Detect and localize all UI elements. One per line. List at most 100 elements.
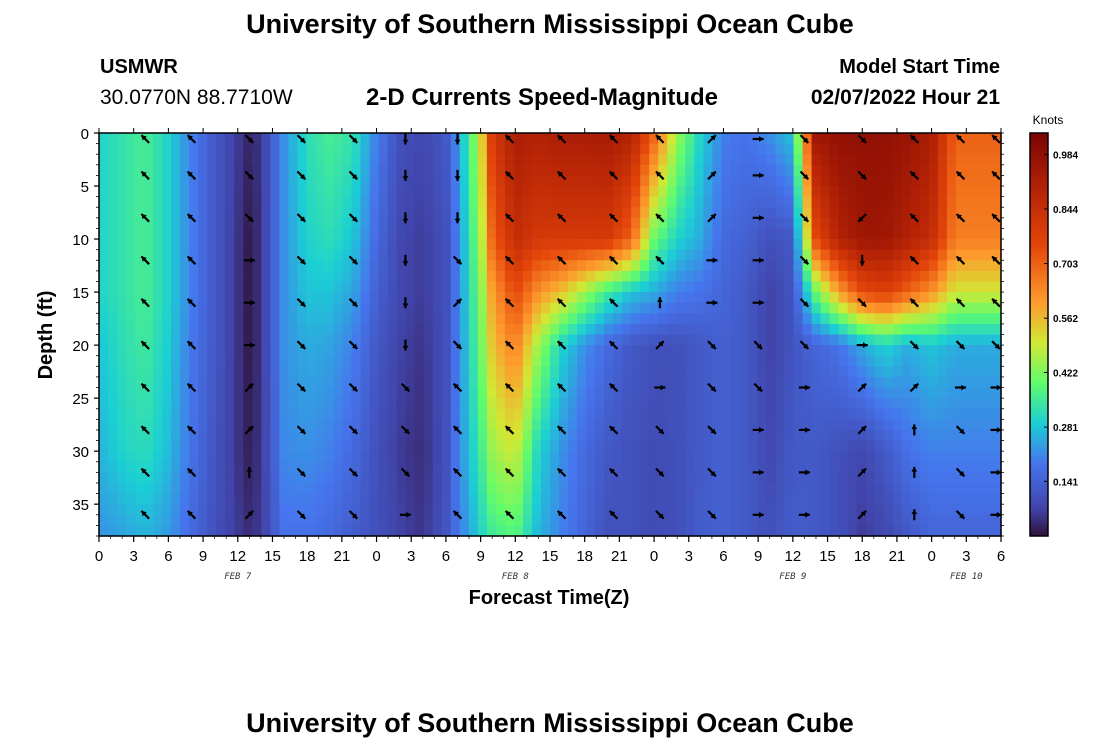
heatmap-cell — [604, 493, 614, 505]
heatmap-cell — [577, 514, 587, 526]
heatmap-cell — [144, 387, 154, 399]
heatmap-cell — [703, 472, 713, 484]
heatmap-cell — [568, 302, 578, 314]
heatmap-cell — [712, 504, 722, 516]
colorbar-tick-label: 0.562 — [1053, 314, 1078, 325]
heatmap-cell — [712, 249, 722, 261]
heatmap-cell — [658, 143, 668, 155]
heatmap-cell — [685, 472, 695, 484]
heatmap-cell — [640, 482, 650, 495]
heatmap-cell — [694, 186, 704, 198]
heatmap-cell — [973, 313, 984, 325]
heatmap-cell — [495, 461, 506, 473]
current-arrow — [556, 382, 567, 393]
heatmap-cell — [595, 154, 605, 166]
heatmap-cell — [297, 451, 308, 463]
heatmap-cell — [811, 493, 822, 505]
heatmap-cell — [99, 292, 109, 304]
heatmap-cell — [468, 461, 479, 473]
heatmap-cell — [964, 398, 975, 410]
heatmap-cell — [910, 186, 921, 198]
current-arrow — [608, 255, 619, 265]
heatmap-cell — [730, 196, 741, 208]
heatmap-cell — [306, 313, 317, 325]
heatmap-cell — [162, 207, 172, 219]
heatmap-cell — [324, 228, 335, 240]
heatmap-cell — [595, 186, 605, 198]
heatmap-cell — [676, 482, 686, 495]
heatmap-cell — [414, 451, 425, 463]
heatmap-cell — [613, 493, 623, 505]
heatmap-cell — [721, 451, 731, 463]
heatmap-cell — [423, 355, 434, 367]
heatmap-cell — [595, 143, 605, 155]
heatmap-cell — [694, 239, 704, 251]
heatmap-cell — [901, 451, 912, 463]
current-arrow — [452, 340, 463, 350]
current-arrow — [955, 170, 966, 181]
heatmap-cell — [153, 376, 163, 389]
heatmap-cell — [568, 217, 578, 230]
heatmap-cell — [126, 281, 136, 293]
heatmap-cell — [144, 133, 154, 145]
heatmap-cell — [955, 143, 966, 155]
heatmap-cell — [432, 260, 443, 272]
heatmap-cell — [441, 376, 452, 389]
current-arrow — [402, 254, 409, 266]
heatmap-cell — [459, 525, 470, 537]
heatmap-cell — [703, 249, 713, 261]
heatmap-cell — [414, 355, 425, 367]
heatmap-cell — [739, 270, 750, 283]
heatmap-cell — [982, 429, 993, 442]
heatmap-cell — [99, 440, 109, 452]
heatmap-cell — [513, 334, 524, 346]
heatmap-cell — [784, 514, 795, 526]
heatmap-cell — [775, 429, 786, 442]
heatmap-cell — [928, 429, 939, 442]
heatmap-cell — [739, 207, 750, 219]
heatmap-cell — [739, 408, 750, 420]
heatmap-cell — [982, 419, 993, 431]
heatmap-cell — [883, 408, 894, 420]
heatmap-cell — [874, 429, 885, 442]
heatmap-cell — [946, 472, 957, 484]
heatmap-cell — [189, 504, 199, 516]
heatmap-cell — [162, 133, 172, 145]
heatmap-cell — [640, 164, 650, 177]
heatmap-cell — [937, 482, 948, 495]
heatmap-cell — [802, 419, 813, 431]
heatmap-cell — [595, 451, 605, 463]
heatmap-cell — [757, 440, 768, 452]
heatmap-cell — [504, 154, 515, 166]
heatmap-cell — [946, 525, 957, 537]
heatmap-cell — [540, 440, 551, 452]
heatmap-cell — [955, 429, 966, 442]
heatmap-cell — [919, 482, 930, 495]
heatmap-cell — [306, 355, 317, 367]
heatmap-cell — [559, 186, 569, 198]
heatmap-cell — [441, 133, 452, 145]
heatmap-cell — [721, 143, 731, 155]
heatmap-cell — [676, 408, 686, 420]
heatmap-cell — [775, 313, 786, 325]
heatmap-cell — [892, 482, 903, 495]
heatmap-cell — [856, 451, 867, 463]
heatmap-cell — [324, 472, 335, 484]
heatmap-cell — [685, 292, 695, 304]
heatmap-cell — [288, 398, 299, 410]
heatmap-cell — [99, 270, 109, 283]
heatmap-cell — [712, 323, 722, 336]
heatmap-cell — [955, 387, 966, 399]
heatmap-cell — [559, 175, 569, 187]
heatmap-cell — [162, 281, 172, 293]
heatmap-cell — [595, 525, 605, 537]
heatmap-cell — [847, 228, 858, 240]
heatmap-cell — [964, 419, 975, 431]
heatmap-cell — [865, 440, 876, 452]
heatmap-cell — [414, 482, 425, 495]
heatmap-cell — [450, 387, 461, 399]
heatmap-cell — [613, 270, 623, 283]
heatmap-cell — [198, 482, 208, 495]
heatmap-cell — [522, 493, 533, 505]
